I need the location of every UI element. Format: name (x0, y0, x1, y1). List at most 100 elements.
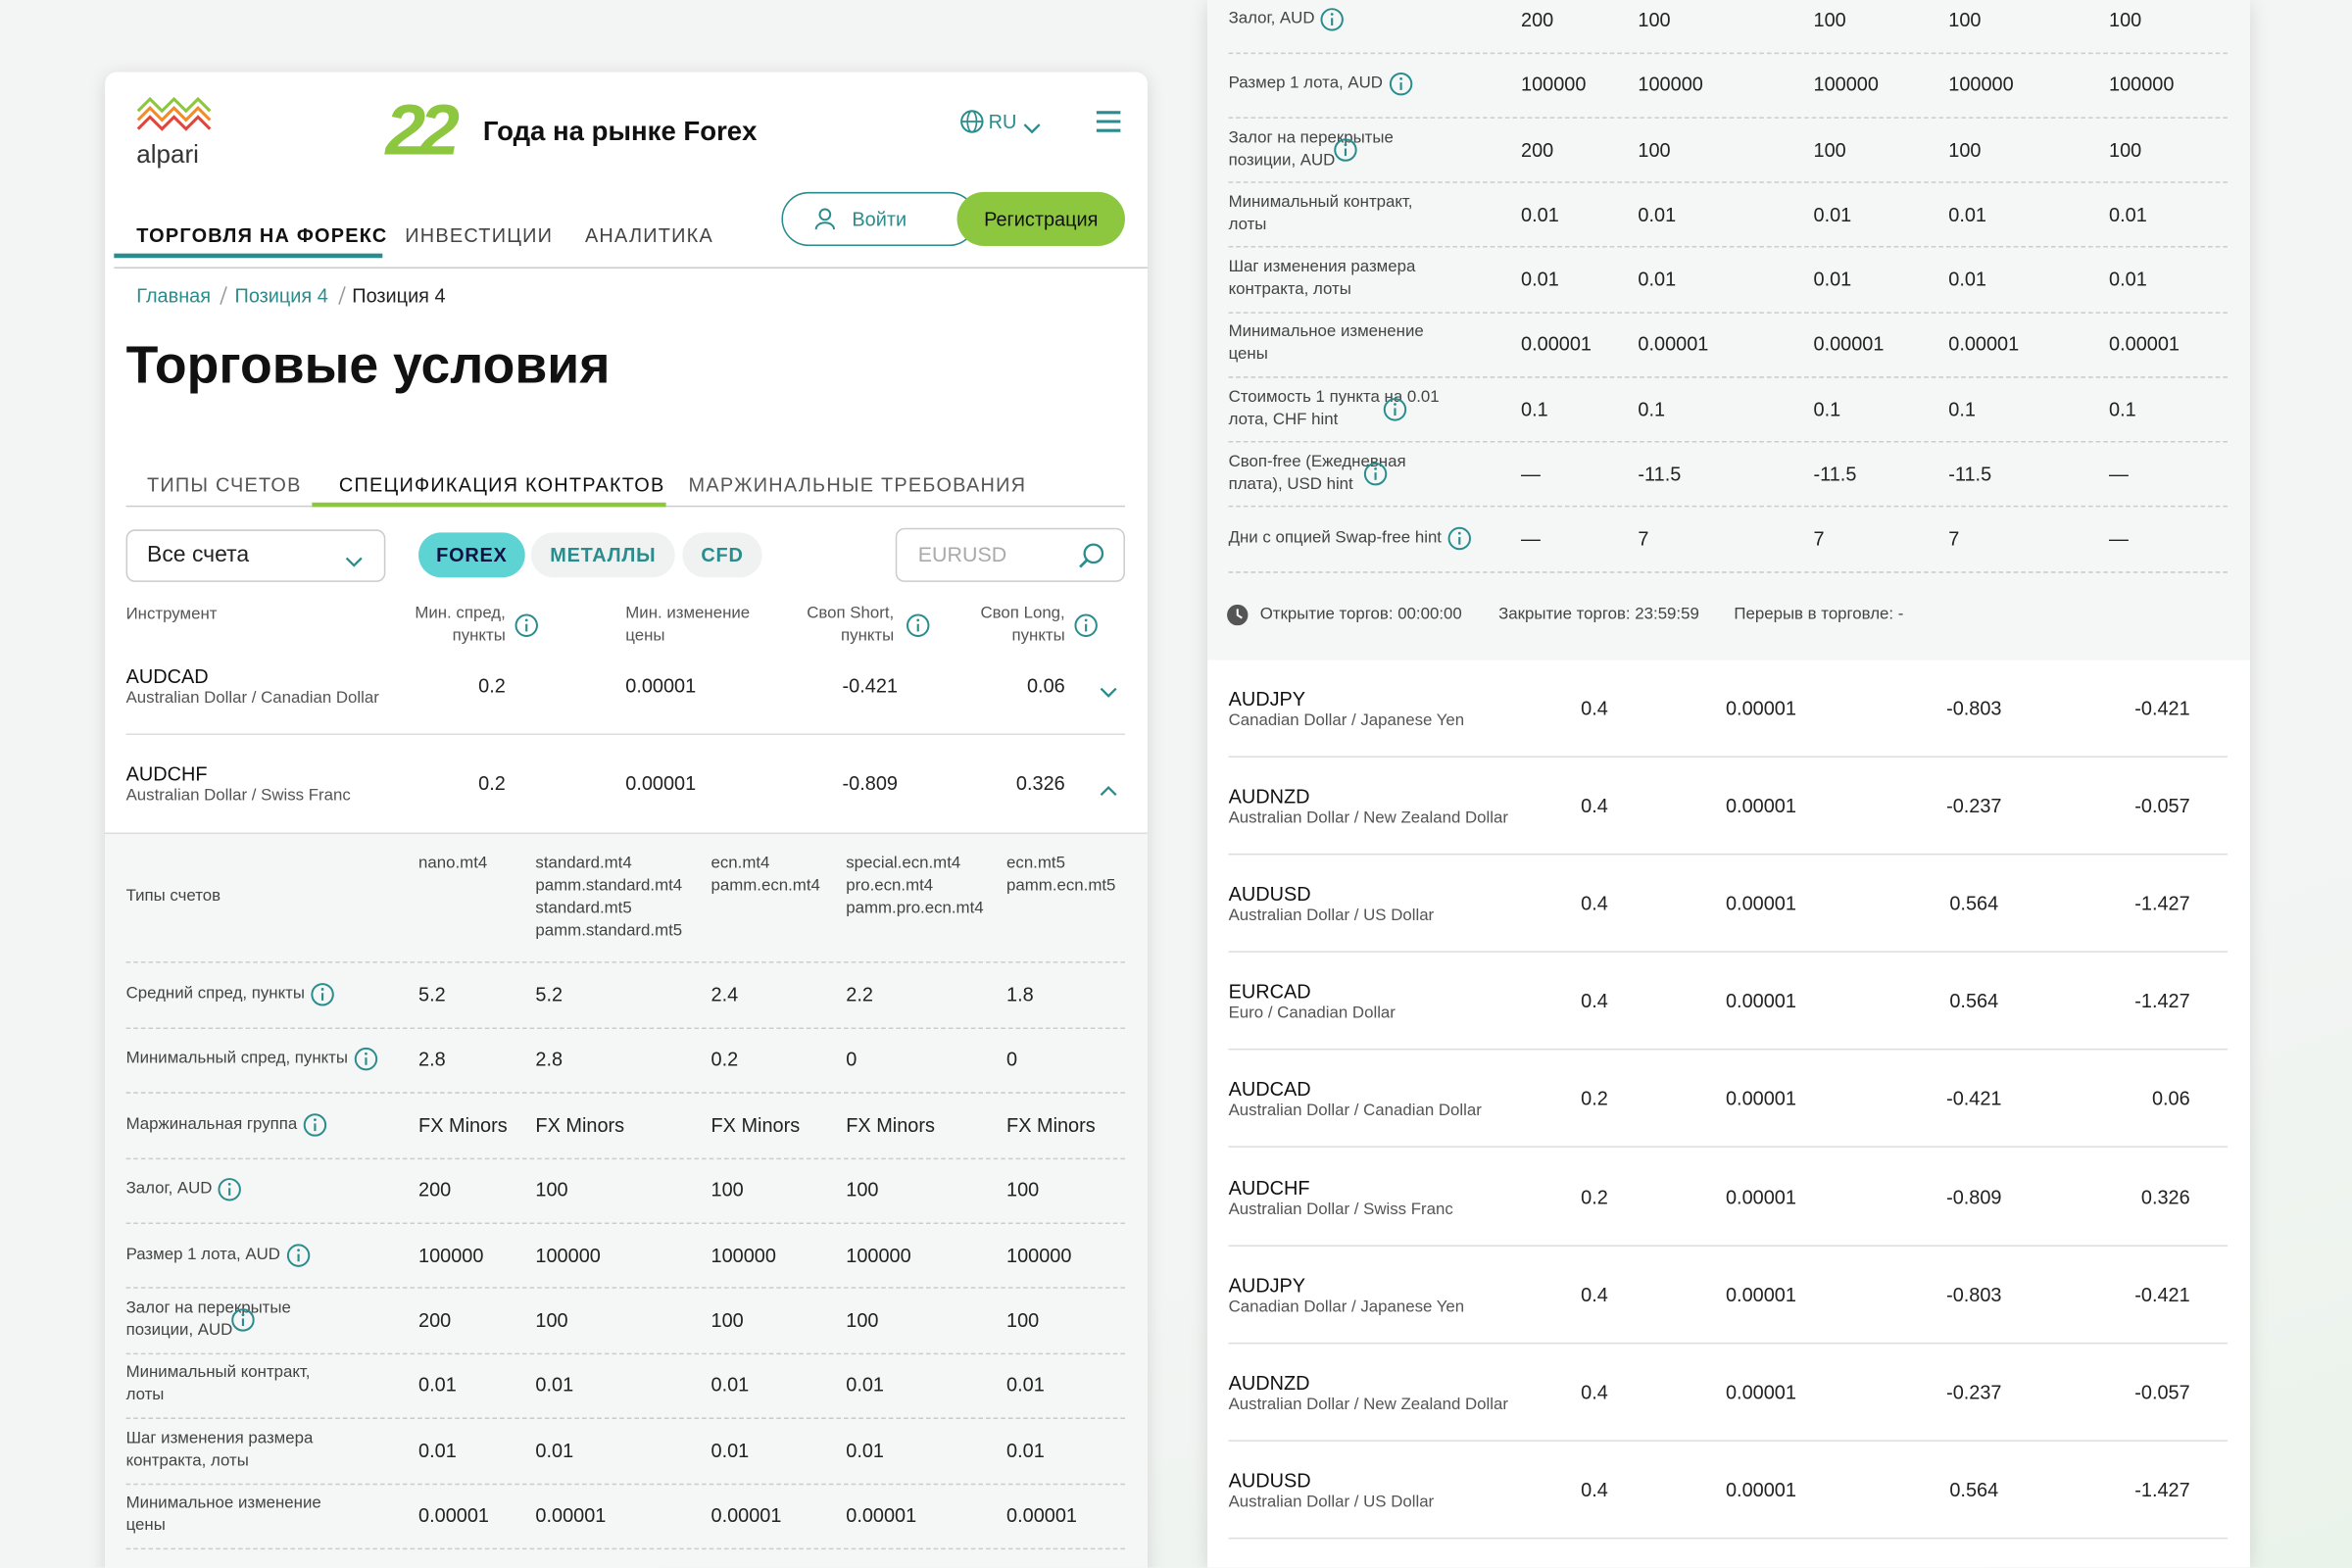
detail-value: 0.1 (1638, 397, 1666, 420)
detail-value: 200 (418, 1178, 452, 1201)
register-label[interactable]: Регистрация (984, 207, 1099, 230)
account-type: pro.ecn.mt4 (846, 876, 934, 896)
detail-value: 5.2 (535, 983, 564, 1006)
breadcrumb-separator-svg (220, 286, 228, 305)
tab-active-underline (312, 502, 666, 508)
cell: -0.057 (2134, 1380, 2190, 1403)
tab[interactable]: ТИПЫ СЧЕТОВ (147, 472, 302, 496)
detail-value: FX Minors (710, 1113, 801, 1137)
detail-value: 0.00001 (846, 1503, 917, 1527)
language-switch[interactable]: RU (988, 110, 1017, 133)
info-icon-svg (1334, 137, 1357, 162)
instrument-symbol: AUDJPY (1228, 687, 1306, 710)
tab[interactable]: МАРЖИНАЛЬНЫЕ ТРЕБОВАНИЯ (688, 472, 1027, 496)
cell: -0.057 (2134, 794, 2190, 817)
detail-value: 200 (418, 1308, 452, 1332)
detail-value: — (2109, 527, 2129, 550)
nav-item[interactable]: ТОРГОВЛЯ НА ФОРЕКС (136, 223, 388, 247)
search-input[interactable] (895, 527, 1125, 582)
filter-chip[interactable] (418, 532, 525, 578)
tab[interactable]: СПЕЦИФИКАЦИЯ КОНТРАКТОВ (338, 472, 665, 496)
cell: 0.564 (1949, 1478, 1999, 1501)
row-divider (1228, 1146, 2228, 1149)
account-type: ecn.mt4 (710, 854, 770, 873)
instrument-name: Australian Dollar / Canadian Dollar (125, 689, 379, 708)
detail-value: 0.1 (1521, 397, 1548, 420)
detail-value: 100 (846, 1308, 879, 1332)
row-divider (1228, 1342, 2228, 1344)
detail-divider (125, 1417, 1125, 1420)
logo-text: alpari (136, 140, 199, 170)
filter-chip[interactable] (682, 532, 762, 578)
detail-value: 100000 (2109, 73, 2175, 96)
detail-value: 0.01 (710, 1439, 750, 1462)
nav-item[interactable]: ИНВЕСТИЦИИ (405, 223, 554, 247)
detail-value: — (2109, 462, 2129, 485)
detail-value: 100 (2109, 137, 2142, 161)
detail-value: 100 (1006, 1308, 1040, 1332)
account-type: pamm.standard.mt4 (535, 876, 683, 896)
detail-label: Минимальное изменение цены (1228, 322, 1424, 364)
instrument-symbol: EURCAD (1228, 980, 1311, 1004)
row-divider (1228, 756, 2228, 758)
detail-divider (1228, 181, 2228, 183)
detail-label: Минимальный контракт, лоты (125, 1363, 311, 1405)
breadcrumb[interactable]: Главная (136, 284, 212, 308)
detail-divider (125, 1287, 1125, 1290)
cell: 0.2 (1581, 1185, 1608, 1208)
cell: -0.803 (1946, 696, 2002, 719)
detail-divider (125, 1547, 1125, 1550)
cell: -0.809 (842, 771, 898, 795)
filter-chip[interactable] (530, 532, 675, 578)
cell: 0.06 (1026, 674, 1065, 697)
filter-chip-label[interactable]: FOREX (436, 543, 508, 566)
detail-value: FX Minors (1006, 1113, 1096, 1137)
nav-item[interactable]: АНАЛИТИКА (584, 223, 713, 247)
breadcrumb[interactable]: Позиция 4 (234, 284, 328, 308)
info-icon (1389, 73, 1413, 96)
right-detail-panel (1207, 0, 2250, 661)
detail-divider (1228, 375, 2228, 378)
detail-label: Минимальный контракт, лоты (1228, 193, 1413, 234)
cell: -0.421 (2134, 1282, 2190, 1305)
instrument-symbol: AUDUSD (1228, 883, 1311, 906)
detail-value: 100 (535, 1178, 568, 1201)
info-icon-svg (1383, 397, 1406, 420)
detail-label: Средний спред, пункты (125, 984, 305, 1004)
register-button[interactable] (956, 191, 1125, 247)
filter-chip-label[interactable]: CFD (701, 543, 744, 566)
info-icon (514, 613, 538, 637)
info-icon (311, 983, 335, 1006)
detail-value: 100000 (418, 1244, 484, 1266)
detail-value: 0 (846, 1048, 858, 1071)
info-icon (906, 613, 930, 637)
expand-icon-svg (345, 557, 363, 567)
info-icon-svg (303, 1112, 327, 1137)
detail-value: 0.01 (418, 1439, 457, 1462)
detail-divider (125, 1026, 1125, 1029)
info-icon-svg (906, 613, 930, 637)
search-placeholder: EURUSD (917, 542, 1007, 566)
menu-icon (1095, 110, 1122, 133)
cell: 0.06 (2151, 1087, 2190, 1110)
expand-icon-svg (1100, 687, 1117, 698)
clock-icon-svg (1227, 604, 1249, 626)
detail-label: Шаг изменения размера контракта, лоты (125, 1429, 314, 1470)
row-divider (1228, 854, 2228, 856)
cell: 0.4 (1581, 794, 1608, 817)
detail-value: 0.01 (1521, 203, 1559, 225)
detail-value: 100000 (535, 1244, 601, 1266)
detail-label: Залог, AUD (1228, 9, 1315, 28)
filter-chip-label[interactable]: МЕТАЛЛЫ (550, 543, 657, 566)
cell: -0.421 (842, 674, 898, 697)
account-select-value[interactable]: Все счета (147, 542, 250, 568)
cell: 0.326 (1015, 771, 1065, 795)
cell: 0.00001 (1725, 1380, 1796, 1403)
account-select[interactable] (125, 529, 386, 582)
row-divider (1228, 1244, 2228, 1247)
detail-divider (125, 1352, 1125, 1354)
instrument-name: Australian Dollar / Canadian Dollar (1228, 1102, 1482, 1121)
login-label[interactable]: Войти (852, 207, 907, 230)
detail-value: 0.01 (418, 1373, 457, 1396)
